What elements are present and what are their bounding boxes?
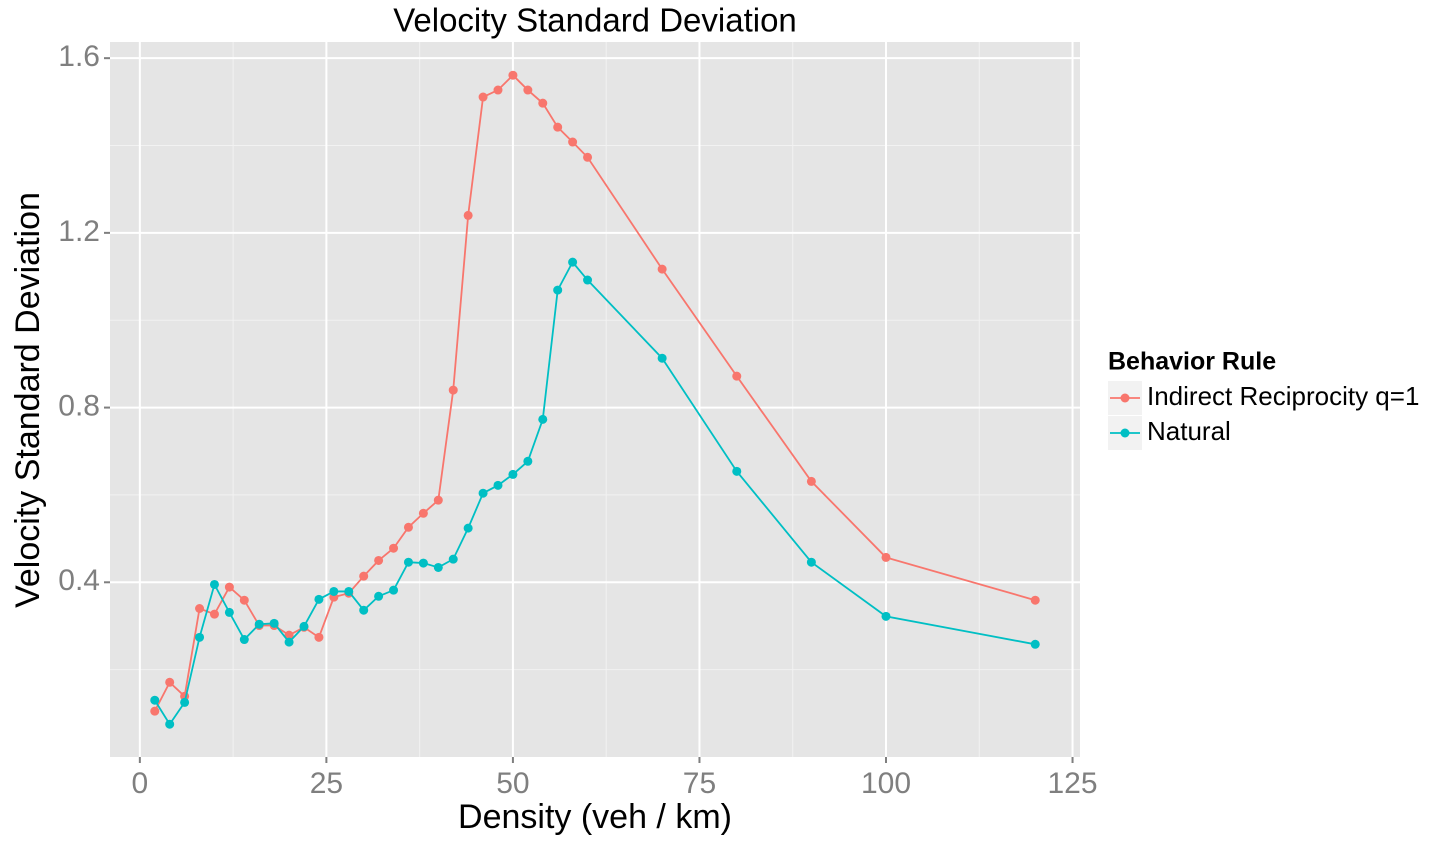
point: [329, 586, 339, 596]
point: [195, 603, 205, 613]
point: [493, 85, 503, 95]
x-tick-label: 25: [310, 767, 343, 800]
x-tick-label: 100: [861, 767, 911, 800]
x-tick-label: 125: [1048, 767, 1098, 800]
x-tick-label: 50: [496, 767, 529, 800]
point: [463, 210, 473, 220]
chart-title: Velocity Standard Deviation: [393, 2, 797, 39]
point: [806, 476, 816, 486]
point: [433, 562, 443, 572]
x-axis-title: Density (veh / km): [458, 798, 732, 836]
point: [463, 523, 473, 533]
legend-key-point: [1120, 393, 1130, 403]
point: [881, 611, 891, 621]
marks: [150, 70, 1040, 729]
point: [195, 632, 205, 642]
point: [284, 637, 294, 647]
point: [538, 414, 548, 424]
legend-title: Behavior Rule: [1108, 348, 1276, 376]
point: [150, 695, 160, 705]
point: [523, 456, 533, 466]
y-tick-label: 0.4: [58, 564, 100, 597]
grid: [110, 42, 1080, 757]
point: [478, 92, 488, 102]
point: [359, 605, 369, 615]
plot-panel: [110, 42, 1080, 757]
point: [314, 594, 324, 604]
point: [209, 609, 219, 619]
x-tick-label: 0: [132, 767, 149, 800]
legend-label: Indirect Reciprocity q=1: [1147, 381, 1419, 411]
point: [165, 719, 175, 729]
point: [568, 137, 578, 147]
point: [732, 371, 742, 381]
point: [239, 595, 249, 605]
point: [448, 554, 458, 564]
point: [389, 585, 399, 595]
point: [299, 621, 309, 631]
point: [508, 70, 518, 80]
point: [403, 557, 413, 567]
point: [209, 579, 219, 589]
point: [239, 635, 249, 645]
point: [1030, 639, 1040, 649]
point: [269, 618, 279, 628]
legend-key-point: [1120, 428, 1130, 438]
point: [478, 488, 488, 498]
point: [389, 543, 399, 553]
point: [657, 264, 667, 274]
point: [359, 571, 369, 581]
point: [418, 558, 428, 568]
y-tick-label: 1.2: [58, 215, 100, 248]
y-axis-title: Velocity Standard Deviation: [9, 192, 47, 608]
point: [374, 555, 384, 565]
x-tick-label: 75: [683, 767, 716, 800]
point: [583, 152, 593, 162]
point: [553, 285, 563, 295]
point: [657, 353, 667, 363]
point: [523, 85, 533, 95]
point: [180, 697, 190, 707]
y-tick-label: 0.8: [58, 390, 100, 423]
point: [583, 275, 593, 285]
point: [403, 522, 413, 532]
point: [165, 677, 175, 687]
point: [568, 257, 578, 267]
point: [418, 508, 428, 518]
legend-label: Natural: [1147, 416, 1231, 446]
point: [806, 557, 816, 567]
point: [538, 98, 548, 108]
point: [224, 582, 234, 592]
point: [1030, 595, 1040, 605]
point: [493, 480, 503, 490]
point: [150, 706, 160, 716]
point: [314, 632, 324, 642]
point: [254, 619, 264, 629]
point: [374, 591, 384, 601]
point: [344, 586, 354, 596]
point: [732, 466, 742, 476]
point: [433, 495, 443, 505]
point: [881, 552, 891, 562]
point: [448, 385, 458, 395]
point: [224, 607, 234, 617]
point: [553, 122, 563, 132]
point: [508, 469, 518, 479]
y-tick-label: 1.6: [58, 40, 100, 73]
point: [284, 630, 294, 640]
